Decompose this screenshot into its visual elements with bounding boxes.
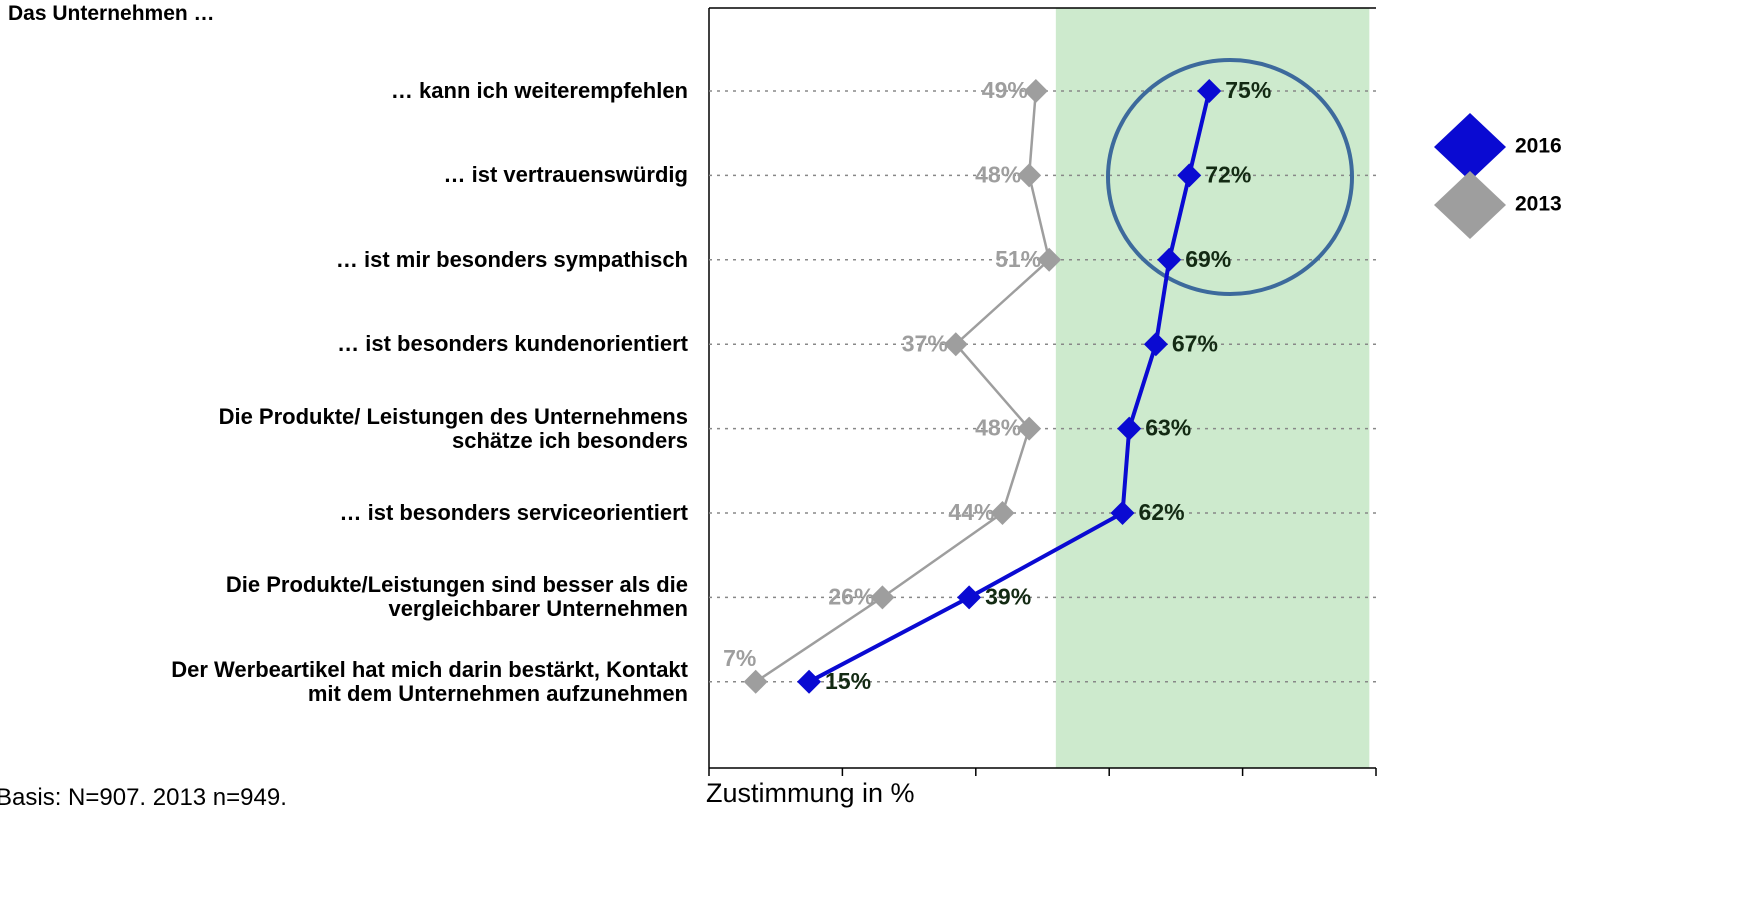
point <box>1197 79 1222 103</box>
highlight-band <box>1055 8 1370 768</box>
data-label: 62% <box>1139 499 1185 525</box>
data-label: 26% <box>828 583 874 609</box>
data-label: 39% <box>985 583 1031 609</box>
footnote: Basis: N=907. 2013 n=949. <box>0 784 287 811</box>
series-line <box>808 90 1212 684</box>
data-label: 44% <box>948 499 994 525</box>
x-axis-label: Zustimmung in % <box>706 778 915 808</box>
category-label: Der Werbeartikel hat mich darin bestärkt… <box>171 656 688 706</box>
data-label: 37% <box>902 330 948 356</box>
data-label: 75% <box>1225 77 1271 103</box>
point <box>1037 247 1062 272</box>
point <box>1117 416 1142 441</box>
legend-swatch <box>1434 113 1506 181</box>
data-label: 48% <box>975 415 1021 441</box>
highlight-circle <box>1106 58 1354 296</box>
data-label: 15% <box>825 668 871 694</box>
data-label: 72% <box>1205 161 1251 187</box>
point <box>870 585 895 610</box>
data-label: 67% <box>1172 330 1218 356</box>
point <box>1023 79 1048 103</box>
point <box>1017 416 1042 441</box>
category-label: … ist besonders kundenorientiert <box>337 331 688 357</box>
category-label: … kann ich weiterempfehlen <box>390 78 688 103</box>
legend-swatch <box>1434 171 1506 239</box>
point <box>797 669 822 694</box>
data-label: 51% <box>995 246 1041 272</box>
category-label: … ist besonders serviceorientiert <box>339 500 688 525</box>
data-label: 69% <box>1185 246 1231 272</box>
point <box>1017 163 1042 188</box>
data-label: 48% <box>975 161 1021 187</box>
data-label: 63% <box>1145 415 1191 441</box>
category-label: … ist vertrauenswürdig <box>443 162 688 188</box>
point <box>1157 247 1182 272</box>
point <box>1177 163 1202 188</box>
data-label: 49% <box>982 77 1028 103</box>
legend-label: 2016 <box>1515 135 1562 158</box>
category-label: … ist mir besonders sympathisch <box>335 246 688 272</box>
category-label: Die Produkte/ Leistungen des Unternehmen… <box>218 403 688 453</box>
point <box>1143 332 1168 357</box>
data-label: 7% <box>723 645 756 671</box>
category-label: Die Produkte/Leistungen sind besser als … <box>225 572 688 622</box>
point <box>1110 501 1135 525</box>
point <box>957 585 982 610</box>
series-line <box>754 90 1051 683</box>
legend-label: 2013 <box>1515 193 1562 216</box>
point <box>990 501 1015 525</box>
point <box>743 669 768 694</box>
point <box>943 332 968 357</box>
chart-title: Das Unternehmen … <box>8 2 215 25</box>
